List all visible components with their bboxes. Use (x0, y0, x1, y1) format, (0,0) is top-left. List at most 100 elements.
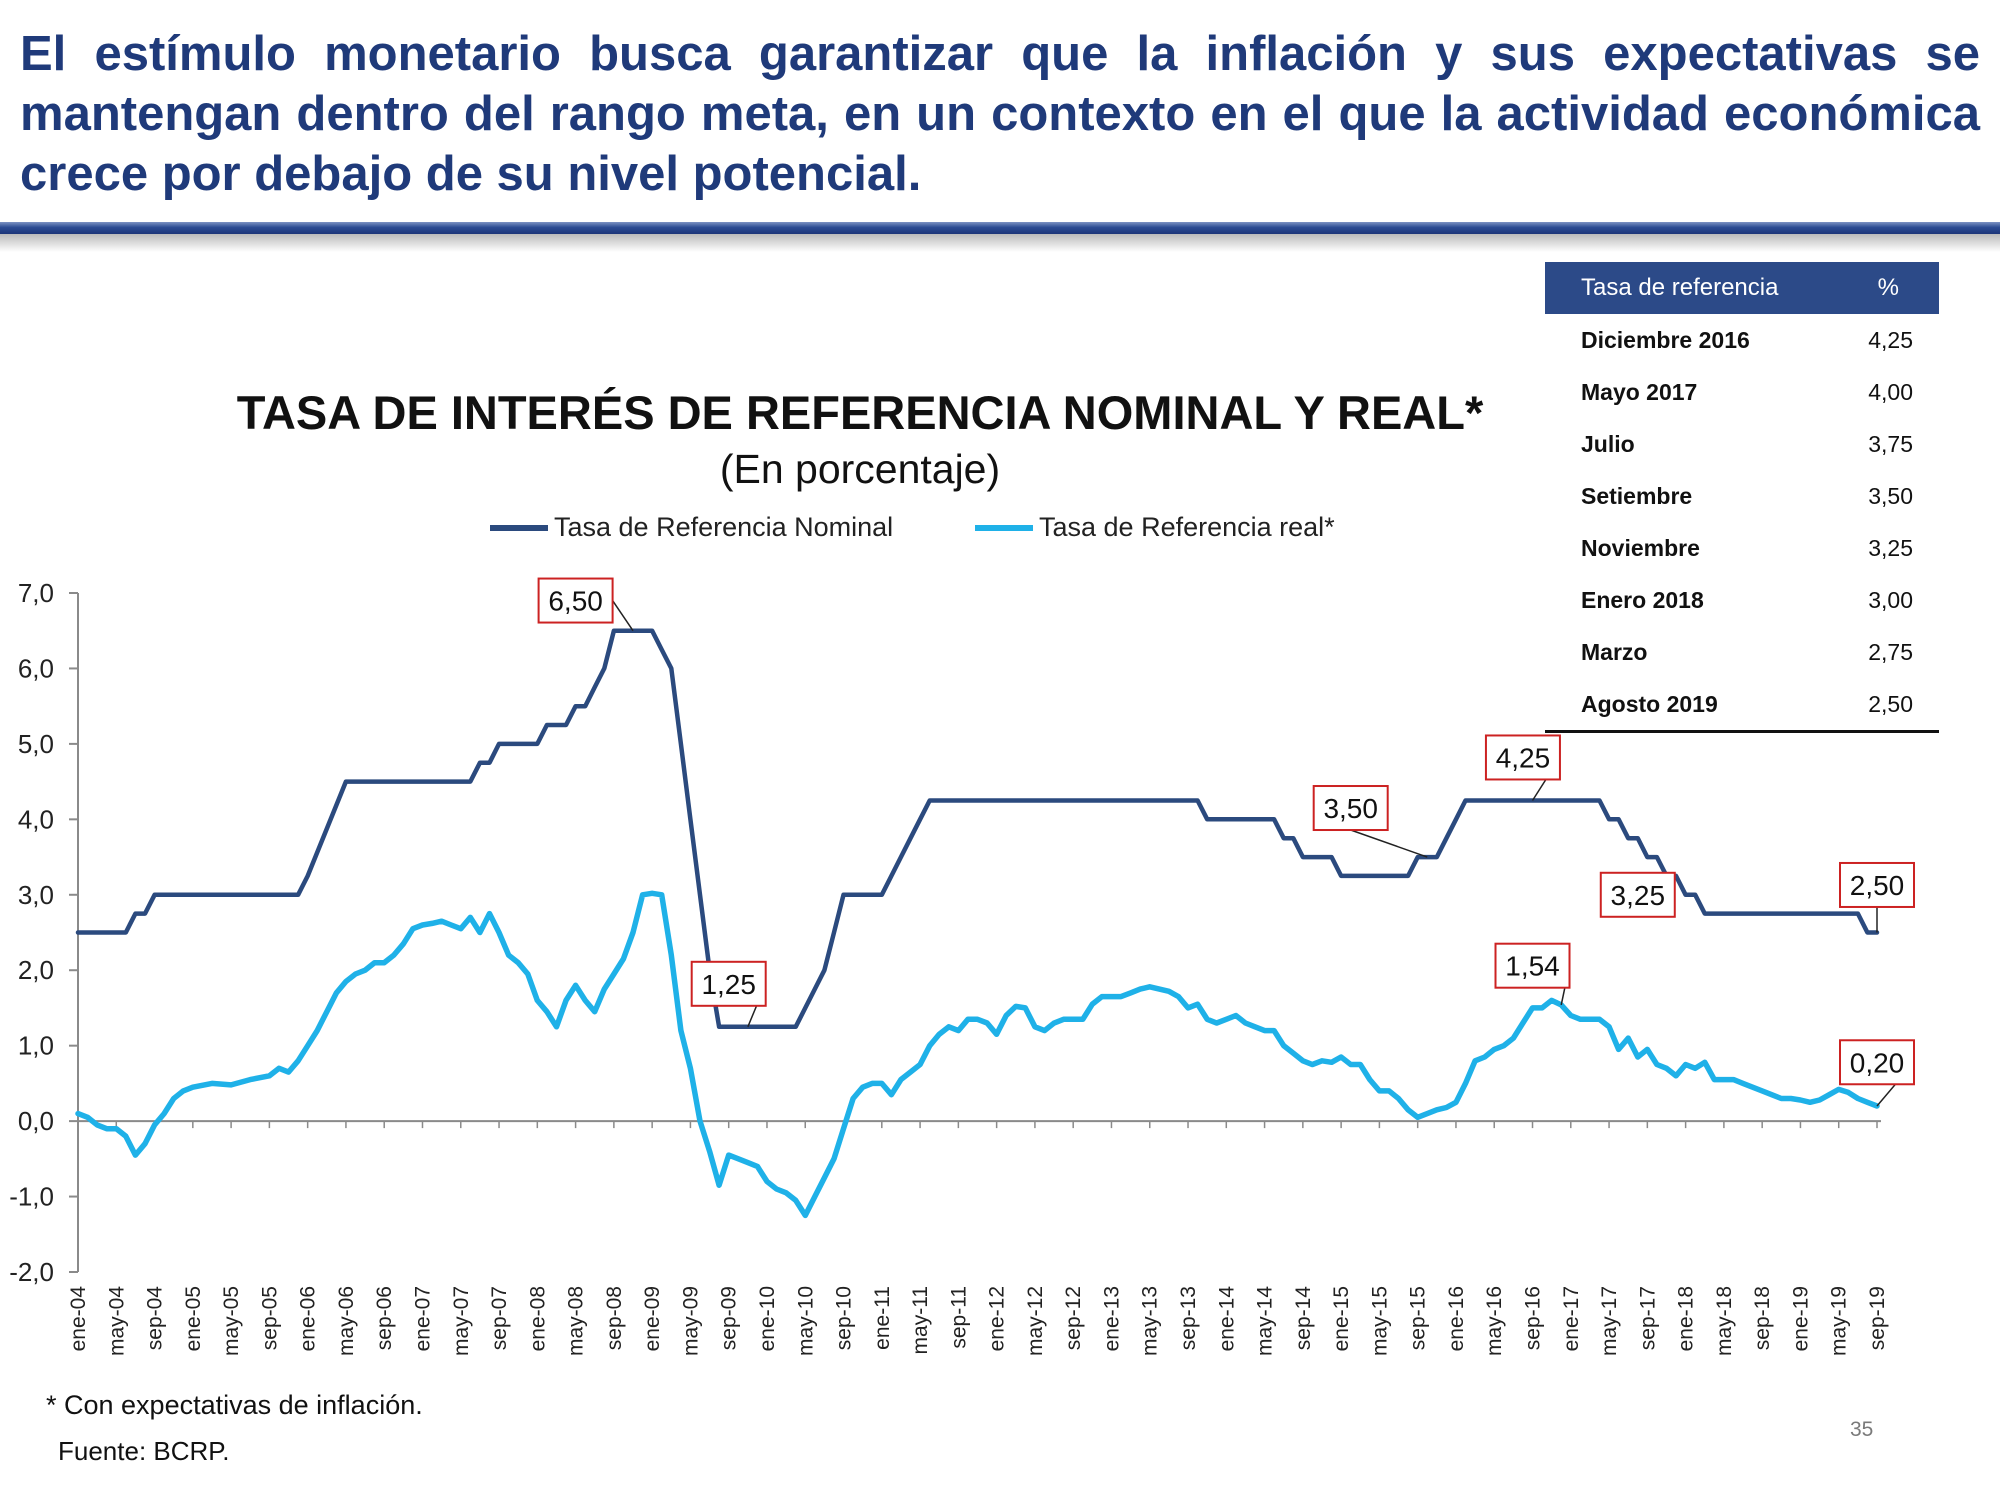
table-row-label: Noviembre (1581, 534, 1700, 561)
x-tick-label: may-19 (1828, 1286, 1851, 1356)
table-row: Marzo 2,75 (1545, 626, 1939, 678)
y-tick-label: 3,0 (18, 880, 54, 910)
x-tick-label: may-13 (1139, 1286, 1162, 1356)
footnote: * Con expectativas de inflación. (46, 1390, 423, 1420)
x-tick-label: may-07 (450, 1286, 473, 1356)
table-row-label: Marzo (1581, 638, 1648, 665)
x-tick-label: sep-07 (488, 1286, 511, 1350)
x-tick-label: sep-14 (1292, 1286, 1315, 1351)
x-tick-label: ene-06 (297, 1286, 320, 1351)
y-tick-label: 4,0 (18, 804, 54, 834)
page-number: 35 (1850, 1418, 1874, 1441)
x-tick-label: ene-15 (1330, 1286, 1353, 1351)
line-chart: 7,0 6,0 5,0 4,0 3,0 2,0 1,0 0,0 -1,0 -2,0 ene-04 ma… (9, 577, 1915, 1356)
x-tick-label: ene-11 (871, 1286, 894, 1350)
callout-box (1599, 871, 1676, 918)
table-row-value: 2,75 (1868, 638, 1913, 665)
x-tick-label: sep-11 (947, 1286, 970, 1349)
callout-label: 3,25 (1611, 880, 1666, 911)
callout-label: 4,25 (1496, 742, 1551, 773)
table-row: Julio 3,75 (1545, 418, 1939, 470)
table-row-value: 4,25 (1868, 326, 1913, 353)
legend-label-real: Tasa de Referencia real* (1039, 512, 1335, 542)
legend-item-real: Tasa de Referencia real* (975, 512, 1335, 543)
table-row: Agosto 2019 2,50 (1545, 678, 1939, 733)
y-tick-label: 0,0 (18, 1106, 54, 1136)
x-tick-label: may-12 (1024, 1286, 1047, 1356)
chart-title: TASA DE INTERÉS DE REFERENCIA NOMINAL Y … (236, 386, 1484, 439)
callout-box (537, 577, 614, 624)
x-tick-label: ene-05 (182, 1286, 205, 1351)
y-tick-label: 5,0 (18, 729, 54, 759)
callout-box (1494, 942, 1571, 989)
x-tick-label: sep-04 (144, 1286, 167, 1351)
table-header-row: Tasa de referencia % (1545, 262, 1939, 314)
chart-subtitle: (En porcentaje) (719, 446, 1001, 492)
callout-label: 3,50 (1323, 793, 1378, 824)
callout-leader (611, 600, 634, 632)
x-tick-label: ene-09 (641, 1286, 664, 1351)
x-tick-label: ene-10 (756, 1286, 779, 1351)
x-tick-label: sep-17 (1636, 1286, 1659, 1350)
x-tick-label: may-05 (220, 1286, 243, 1356)
series-line-nominal (75, 628, 1880, 1030)
x-tick-label: ene-04 (67, 1286, 90, 1352)
x-tick-label: sep-09 (718, 1286, 741, 1350)
table-row-value: 3,75 (1868, 430, 1913, 457)
callout-box (690, 960, 767, 1007)
legend-label-nominal: Tasa de Referencia Nominal (554, 512, 894, 542)
y-tick-label: 6,0 (18, 653, 54, 683)
x-tick-label: ene-12 (986, 1286, 1009, 1351)
callout-leader (1350, 829, 1428, 858)
table-header-unit: % (1847, 262, 1939, 314)
x-tick-label: may-08 (565, 1286, 588, 1356)
x-tick-label: may-17 (1598, 1286, 1621, 1356)
x-tick-label: may-14 (1254, 1286, 1277, 1356)
y-tick-label: 1,0 (18, 1031, 54, 1061)
header-rule-shadow (0, 234, 2000, 252)
x-tick-label: may-18 (1713, 1286, 1736, 1356)
x-tick-label: ene-18 (1675, 1286, 1698, 1351)
x-tick-label: sep-08 (603, 1286, 626, 1350)
y-tick-label: -2,0 (9, 1257, 54, 1287)
x-tick-label: sep-06 (373, 1286, 396, 1350)
callout-box (1839, 1039, 1915, 1086)
x-tick-label: ene-08 (526, 1286, 549, 1351)
x-tick-label: sep-16 (1522, 1286, 1545, 1350)
table-row-value: 4,00 (1868, 378, 1913, 405)
table-row: Mayo 2017 4,00 (1545, 366, 1939, 418)
callout-box (1484, 734, 1561, 781)
callout-label: 2,50 (1850, 870, 1905, 901)
table-row: Setiembre 3,50 (1545, 470, 1939, 522)
legend-swatch-nominal (490, 524, 548, 531)
table-row-label: Diciembre 2016 (1581, 326, 1750, 353)
x-tick-label: sep-18 (1751, 1286, 1774, 1350)
table-row-label: Julio (1581, 430, 1635, 457)
legend-item-nominal: Tasa de Referencia Nominal (490, 512, 893, 543)
y-tick-label: -1,0 (9, 1182, 54, 1212)
x-tick-label: may-09 (679, 1286, 702, 1356)
callout-label: 6,50 (548, 586, 603, 617)
x-tick-label: ene-14 (1215, 1286, 1238, 1352)
header-rule (0, 222, 2000, 234)
x-tick-label: may-06 (335, 1286, 358, 1356)
callout-label: 0,20 (1850, 1047, 1905, 1078)
source-note: Fuente: BCRP. (58, 1436, 230, 1466)
callout-box (1312, 785, 1389, 832)
reference-rate-table: Tasa de referencia % Diciembre 2016 4,25 … (1545, 262, 1939, 733)
x-tick-label: sep-19 (1866, 1286, 1889, 1350)
table-row: Enero 2018 3,00 (1545, 574, 1939, 626)
x-tick-label: may-15 (1368, 1286, 1391, 1356)
legend-swatch-real (975, 524, 1033, 531)
table-row: Diciembre 2016 4,25 (1545, 314, 1939, 366)
x-tick-label: ene-07 (411, 1286, 434, 1351)
x-tick-label: ene-17 (1560, 1286, 1583, 1351)
x-tick-label: sep-15 (1407, 1286, 1430, 1350)
x-tick-label: may-11 (909, 1286, 932, 1354)
y-tick-label: 2,0 (18, 955, 54, 985)
series-line-real (75, 890, 1880, 1219)
table-row-value: 2,50 (1847, 678, 1939, 733)
table-row-label: Setiembre (1581, 482, 1693, 509)
y-tick-label: 7,0 (18, 578, 54, 608)
x-tick-label: sep-13 (1177, 1286, 1200, 1350)
